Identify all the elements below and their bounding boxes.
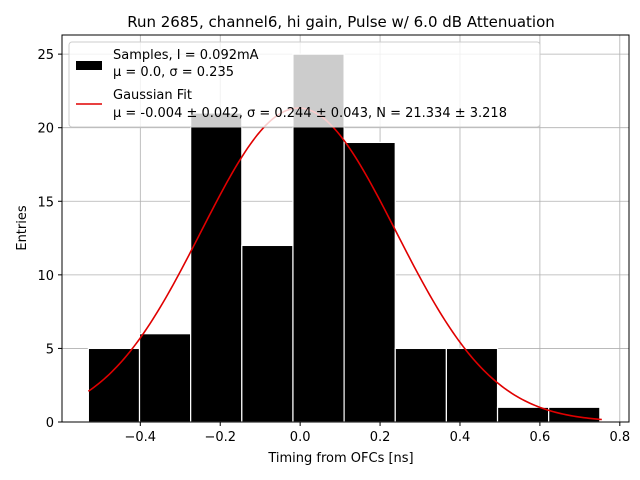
y-axis-label: Entries [15, 205, 30, 251]
plot-frame [61, 34, 630, 423]
histogram-bar [241, 244, 294, 423]
y-tick-label: 0 [46, 416, 54, 431]
histogram-bar [496, 406, 550, 423]
y-tick-label: 10 [37, 269, 54, 284]
histogram-bar [343, 141, 396, 423]
x-tick-label: 0.8 [609, 430, 630, 445]
legend-samples-swatch [76, 61, 102, 70]
y-tick-label: 25 [37, 48, 54, 63]
histogram-bar [190, 112, 243, 423]
axes: −0.4 −0.2 0.0 0.2 0.4 0.6 0.8 0 5 10 15 20 25 [37, 34, 630, 445]
y-tick-label: 5 [46, 342, 54, 357]
y-tick-label: 15 [37, 195, 54, 210]
gaussian-fit-curve [87, 107, 602, 421]
x-tick-label: 0.0 [290, 430, 311, 445]
legend-fit-stats: μ = -0.004 ± 0.042, σ = 0.244 ± 0.043, N… [113, 106, 507, 121]
x-tick-label: −0.4 [125, 430, 157, 445]
legend-fit-label: Gaussian Fit [113, 88, 192, 103]
histogram-bar [445, 347, 499, 423]
histogram-bar [138, 333, 192, 423]
legend: Samples, I = 0.092mA μ = 0.0, σ = 0.235 … [68, 41, 541, 128]
y-tick-label: 20 [37, 122, 54, 137]
chart-title: Run 2685, channel6, hi gain, Pulse w/ 6.… [127, 13, 555, 31]
x-tick-label: 0.6 [530, 430, 551, 445]
legend-samples-label: Samples, I = 0.092mA [113, 48, 259, 63]
histogram-bar [394, 347, 447, 423]
x-tick-label: 0.4 [450, 430, 471, 445]
legend-samples-stats: μ = 0.0, σ = 0.235 [113, 65, 234, 80]
gaussian-fit [87, 107, 602, 421]
x-tick-label: −0.2 [204, 430, 236, 445]
legend-frame [68, 41, 541, 128]
x-axis-label: Timing from OFCs [ns] [267, 451, 413, 466]
histogram-bar [548, 406, 601, 423]
x-tick-label: 0.2 [370, 430, 391, 445]
